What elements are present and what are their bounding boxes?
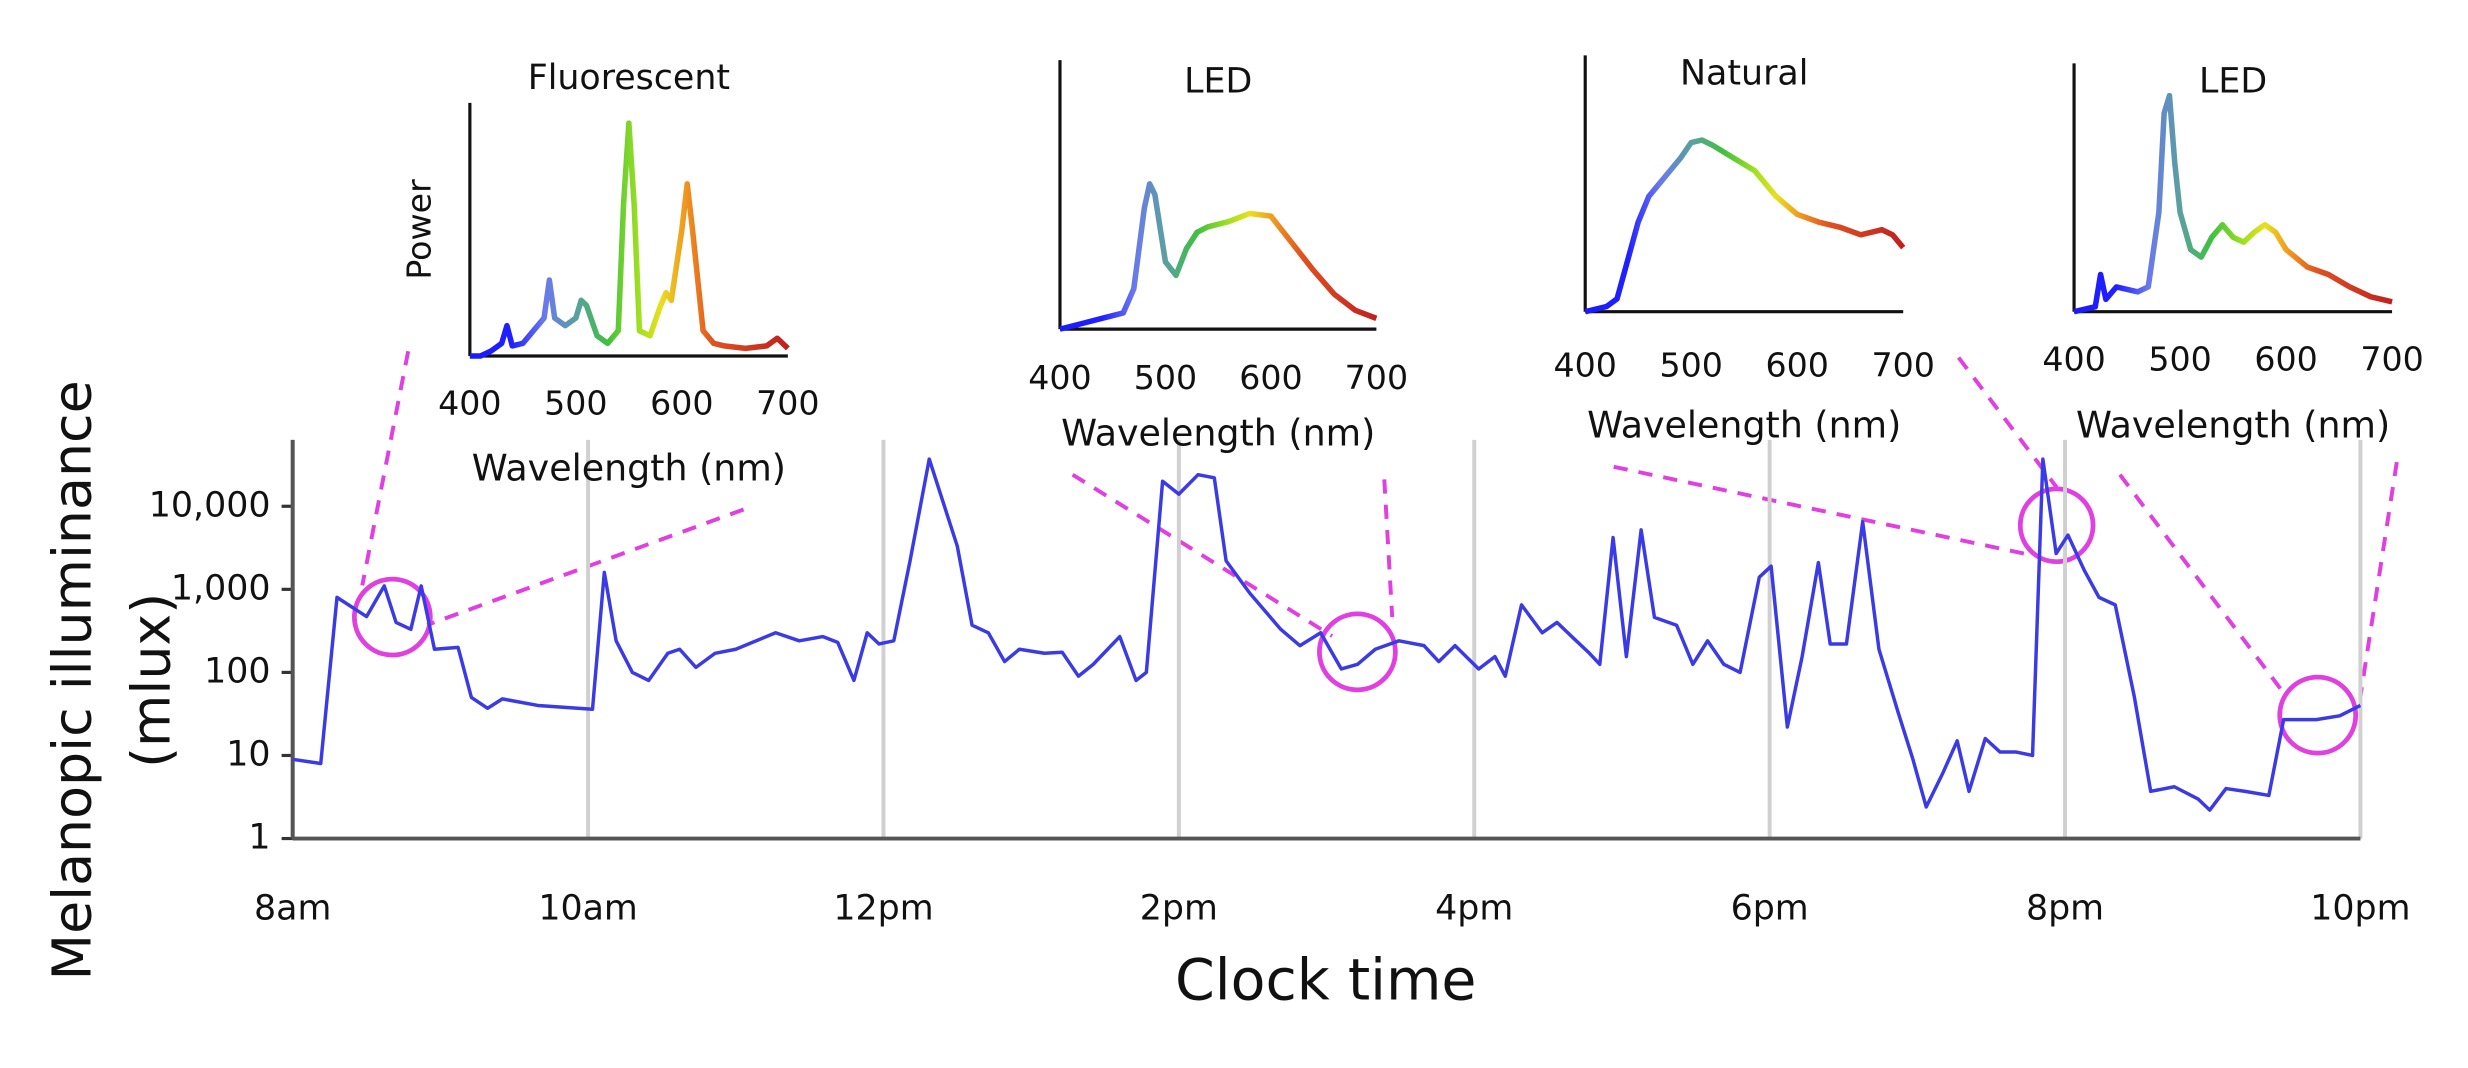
- connector: [2118, 473, 2283, 692]
- inset-title: LED: [1184, 61, 1252, 101]
- x-axis-label: Wavelength (nm): [1587, 404, 1901, 447]
- x-axis-label: Wavelength (nm): [472, 446, 786, 489]
- x-tick-label: 700: [1345, 358, 1408, 397]
- x-axis-label: Wavelength (nm): [2076, 404, 2390, 447]
- highlight-circle: [2017, 486, 2096, 565]
- x-tick-label: 700: [756, 384, 819, 423]
- highlight-circle: [352, 576, 433, 658]
- x-tick-label: 10am: [538, 889, 638, 929]
- annotations: [352, 350, 2399, 756]
- y-tick-label: 1: [248, 818, 270, 858]
- data-line: [469, 120, 790, 359]
- x-tick-label: 12pm: [833, 889, 933, 929]
- inset-title: Natural: [1680, 53, 1808, 93]
- y-tick-label: 10: [226, 734, 270, 774]
- x-tick-label: 6pm: [1731, 889, 1809, 929]
- x-tick-label: 400: [1554, 346, 1617, 385]
- x-tick-label: 500: [2148, 339, 2211, 378]
- x-tick-label: 600: [2254, 339, 2317, 378]
- x-tick-label: 600: [1239, 358, 1302, 397]
- x-tick-label: 500: [1660, 346, 1723, 385]
- x-tick-label: 600: [650, 384, 713, 423]
- inset-title: LED: [2199, 61, 2267, 101]
- x-axis-label: Wavelength (nm): [1061, 412, 1375, 455]
- x-tick-label: 700: [1872, 346, 1935, 385]
- connector: [1957, 356, 2059, 489]
- x-tick-label: 400: [438, 384, 501, 423]
- connector: [2358, 461, 2399, 697]
- y-axis-label: Melanopic illuminance: [41, 380, 104, 980]
- data-line: [1059, 181, 1378, 332]
- data-line: [292, 457, 2362, 812]
- data-line: [2073, 92, 2393, 315]
- x-tick-label: 4pm: [1435, 889, 1513, 929]
- x-tick-label: 400: [1028, 358, 1091, 397]
- highlight-circle: [2277, 674, 2359, 756]
- x-axis-label: Clock time: [1175, 948, 1476, 1014]
- connector: [1071, 472, 1334, 638]
- x-tick-label: 700: [2360, 339, 2423, 378]
- y-tick-label: 1,000: [171, 568, 271, 608]
- connector: [426, 507, 745, 627]
- x-tick-label: 500: [544, 384, 607, 423]
- y-tick-label: 100: [204, 651, 270, 691]
- x-tick-label: 500: [1134, 358, 1197, 397]
- y-axis-label: Power: [399, 179, 438, 280]
- connector: [1613, 464, 2026, 556]
- x-tick-label: 8am: [254, 889, 331, 929]
- x-tick-label: 8pm: [2026, 889, 2104, 929]
- data-line: [1584, 137, 1906, 315]
- x-tick-label: 2pm: [1140, 889, 1218, 929]
- x-tick-label: 600: [1766, 346, 1829, 385]
- inset-title: Fluorescent: [528, 58, 730, 98]
- y-tick-label: 10,000: [149, 485, 271, 525]
- x-tick-label: 400: [2042, 339, 2105, 378]
- connector: [360, 350, 411, 586]
- x-tick-label: 10pm: [2310, 889, 2410, 929]
- highlight-circle: [1317, 611, 1398, 693]
- y-axis-label: (mlux): [120, 593, 183, 768]
- connector: [1382, 479, 1395, 618]
